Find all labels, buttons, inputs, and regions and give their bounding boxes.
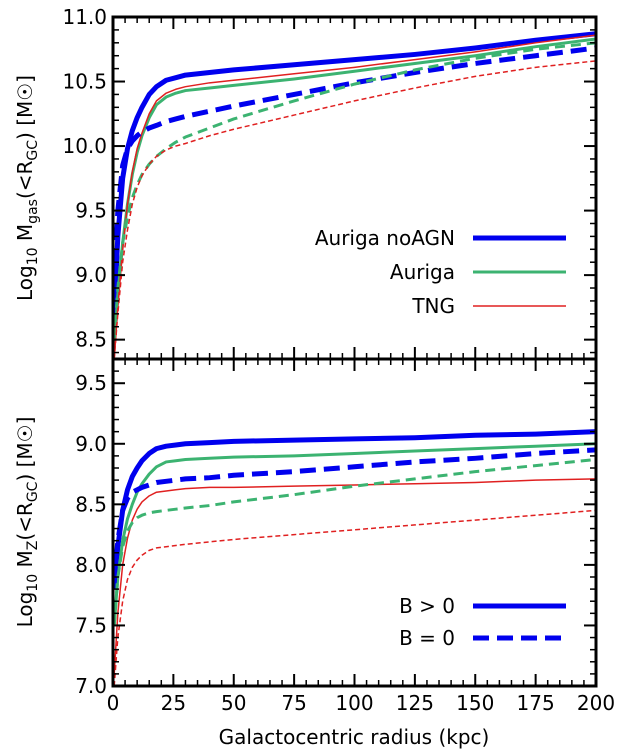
series-line-auriga-b-0 (113, 442, 596, 626)
bottom-y-tick-labels: 7.0 7.5 8.0 8.5 9.0 9.5 (75, 371, 107, 698)
y-tick-label: 8.5 (75, 328, 107, 352)
legend-label: TNG (411, 294, 455, 318)
y-tick-label: 10.0 (62, 134, 107, 158)
y-tick-label: 9.5 (75, 199, 107, 223)
x-tick-label: 175 (517, 691, 555, 715)
top-y-tick-labels: 8.5 9.0 9.5 10.0 10.5 11.0 (62, 5, 107, 352)
legend-label: Auriga (390, 260, 455, 284)
x-tick-label: 200 (577, 691, 615, 715)
series-line-auriga-noagn (113, 31, 596, 314)
y-tick-label: 7.0 (75, 674, 107, 698)
y-tick-label: 8.5 (75, 492, 107, 516)
legend-label: B = 0 (399, 626, 455, 650)
legend-label: Auriga noAGN (315, 226, 455, 250)
bottom-series-group (113, 429, 596, 686)
y-tick-label: 9.0 (75, 432, 107, 456)
legend-label: B > 0 (399, 594, 455, 618)
y-tick-label: 9.0 (75, 263, 107, 287)
top-y-axis-label: Log10 Mgas(<RGC) [M☉] (13, 75, 41, 301)
series-line-tng-b-0 (113, 509, 596, 686)
x-tick-label: 0 (107, 691, 120, 715)
top-legend: Auriga noAGN Auriga TNG (315, 226, 566, 318)
y-tick-label: 9.5 (75, 371, 107, 395)
y-tick-label: 10.5 (62, 70, 107, 94)
series-line-tng-b-0 (113, 478, 596, 674)
top-ticks (112, 16, 597, 359)
x-tick-label: 25 (161, 691, 186, 715)
bottom-ticks (112, 358, 597, 687)
x-tick-label: 125 (396, 691, 434, 715)
y-tick-label: 8.0 (75, 553, 107, 577)
bottom-x-tick-labels: 0 25 50 75 100 125 150 175 200 (107, 691, 615, 715)
series-line-tng-b-0 (113, 60, 596, 359)
series-line-auriga-noagn-b-0 (113, 45, 596, 289)
bottom-y-axis-label: Log10 MZ(<RGC) [M☉] (13, 417, 41, 628)
x-tick-label: 50 (221, 691, 246, 715)
y-tick-label: 11.0 (62, 5, 107, 29)
series-line-auriga-noagn-b-0 (113, 447, 596, 584)
x-tick-label: 100 (335, 691, 373, 715)
x-tick-label: 150 (456, 691, 494, 715)
y-tick-label: 7.5 (75, 613, 107, 637)
x-tick-label: 75 (281, 691, 306, 715)
series-line-auriga-b-0 (113, 458, 596, 626)
bottom-legend: B > 0 B = 0 (399, 594, 566, 650)
top-series-group (113, 31, 596, 359)
top-axes-frame (111, 15, 598, 361)
x-axis-label: Galactocentric radius (kpc) (219, 725, 490, 749)
series-line-auriga-noagn-b-0 (113, 429, 596, 590)
series-line-auriga-b-0 (113, 41, 596, 340)
bottom-panel: B > 0 B = 0 7.0 7.5 8.0 8.5 9.0 9.5 0 25 50 75 100… (13, 357, 615, 749)
series-line-tng (113, 34, 596, 359)
top-panel: Auriga noAGN Auriga TNG 8.5 9.0 9.5 10.0 10.5 1… (13, 5, 598, 361)
